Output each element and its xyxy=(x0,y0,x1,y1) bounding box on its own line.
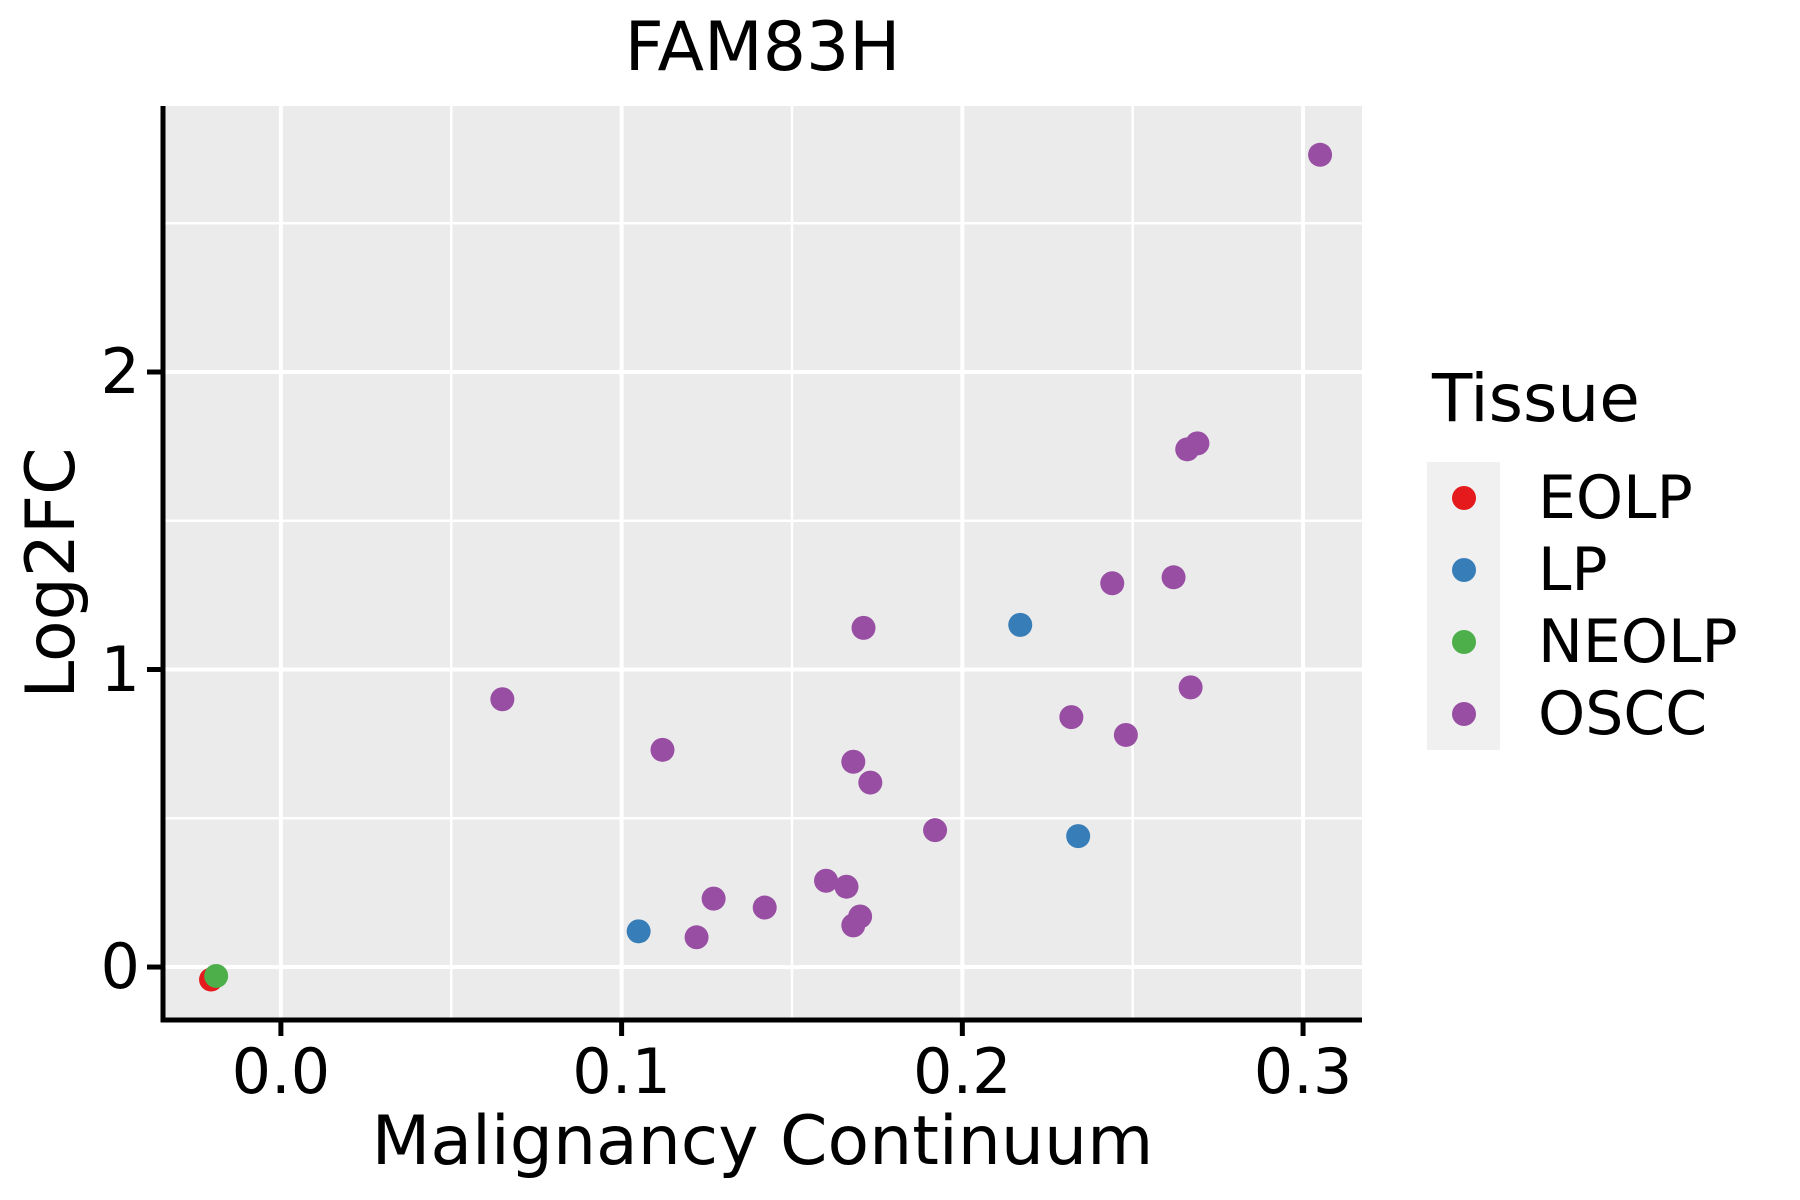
data-point-oscc xyxy=(1178,675,1203,700)
legend-title: Tissue xyxy=(1432,360,1640,437)
data-point-oscc xyxy=(1113,722,1138,747)
y-tick-label: 0 xyxy=(100,930,140,1004)
data-point-oscc xyxy=(923,818,948,843)
y-tick-label: 1 xyxy=(100,632,140,706)
data-point-oscc xyxy=(1100,571,1125,596)
x-axis-title: Malignancy Continuum xyxy=(371,1102,1154,1181)
legend-label: OSCC xyxy=(1538,679,1708,749)
legend-dot-icon xyxy=(1451,630,1476,654)
legend-key xyxy=(1427,462,1500,534)
data-point-oscc xyxy=(841,749,866,774)
legend-dot-icon xyxy=(1451,558,1476,582)
legend-key xyxy=(1427,678,1500,750)
y-axis-title: Log2FC xyxy=(12,447,91,699)
data-point-lp xyxy=(626,919,651,944)
data-point-oscc xyxy=(650,737,675,762)
legend-key xyxy=(1427,606,1500,678)
data-point-oscc xyxy=(851,615,876,640)
data-point-oscc xyxy=(684,925,709,950)
legend: Tissue EOLP LP NEOLP OSCC xyxy=(1427,360,1738,750)
data-point-oscc xyxy=(752,895,777,920)
legend-entry-lp: LP xyxy=(1427,534,1738,606)
data-point-oscc xyxy=(858,770,883,795)
legend-entry-eolp: EOLP xyxy=(1427,462,1738,534)
legend-dot-icon xyxy=(1451,702,1476,726)
data-point-oscc xyxy=(490,687,515,712)
data-point-oscc xyxy=(848,904,873,929)
legend-entry-oscc: OSCC xyxy=(1427,678,1738,750)
legend-dot-icon xyxy=(1451,486,1476,510)
x-tick-label: 0.3 xyxy=(1253,1035,1353,1108)
data-point-oscc xyxy=(701,886,726,911)
chart-title: FAM83H xyxy=(624,8,901,87)
data-point-lp xyxy=(1008,612,1033,637)
x-tick-label: 0.0 xyxy=(231,1035,331,1108)
x-tick-label: 0.1 xyxy=(572,1035,671,1108)
data-point-oscc xyxy=(1161,565,1186,590)
legend-entries: EOLP LP NEOLP OSCC xyxy=(1427,462,1738,750)
legend-label: EOLP xyxy=(1538,463,1693,533)
legend-label: NEOLP xyxy=(1538,607,1738,677)
plot-panel xyxy=(163,106,1362,1020)
data-point-neolp xyxy=(204,963,229,988)
data-point-lp xyxy=(1066,824,1091,849)
data-point-oscc xyxy=(1059,705,1084,730)
legend-label: LP xyxy=(1538,535,1608,605)
data-point-oscc xyxy=(814,868,839,893)
data-point-oscc xyxy=(834,874,859,899)
legend-key xyxy=(1427,534,1500,606)
data-point-oscc xyxy=(1308,142,1333,167)
x-tick-label: 0.2 xyxy=(913,1035,1012,1108)
y-tick-label: 2 xyxy=(100,334,140,408)
legend-entry-neolp: NEOLP xyxy=(1427,606,1738,678)
data-point-oscc xyxy=(1185,431,1210,456)
